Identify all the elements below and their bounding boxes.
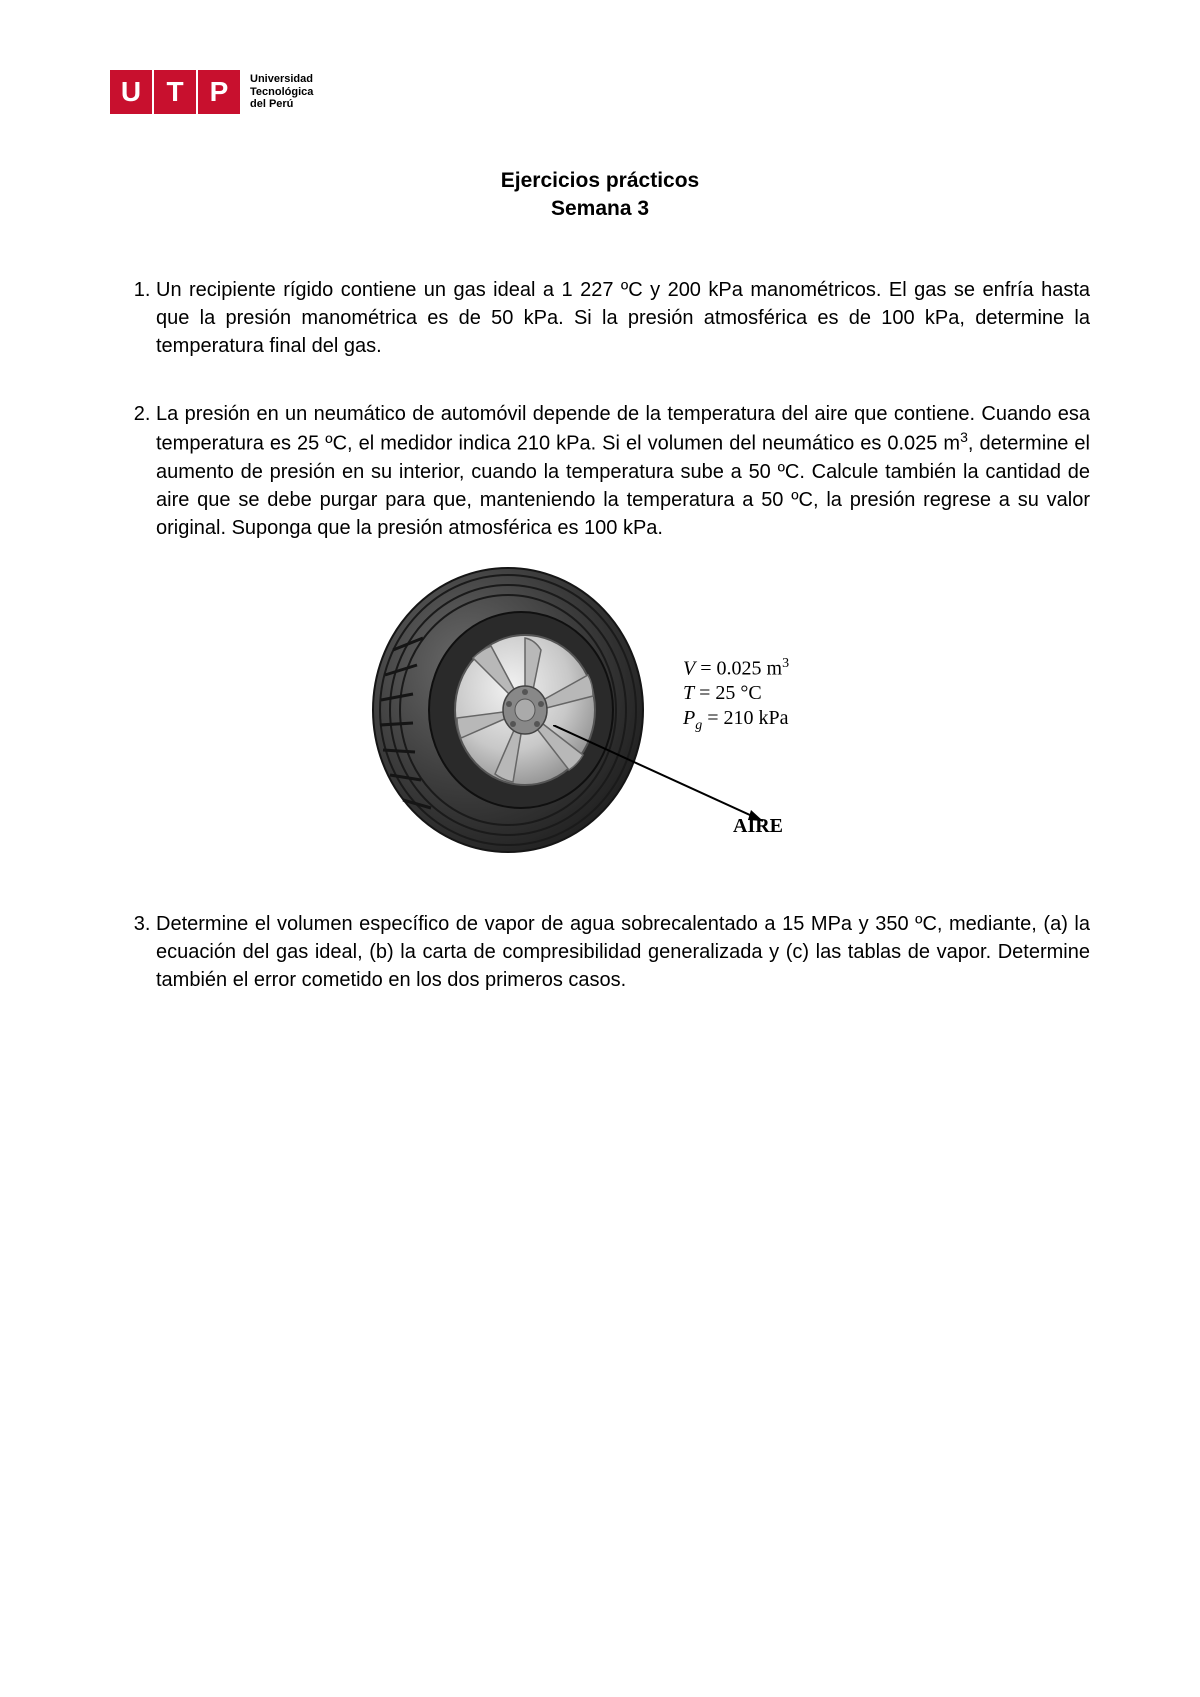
figure-label-T: T = 25 °C [683,681,789,706]
logo-tagline-l3: del Perú [250,98,313,111]
figure-labels: V = 0.025 m3 T = 25 °C Pg = 210 kPa [683,655,789,735]
logo-tagline-l2: Tecnológica [250,86,313,99]
logo-tagline-l1: Universidad [250,73,313,86]
page-title: Ejercicios prácticos [110,169,1090,193]
figure-aire-label: AIRE [733,812,783,840]
exercise-1-text: Un recipiente rígido contiene un gas ide… [156,279,1090,357]
logo-letter-u: U [110,70,152,114]
figure-label-V: V = 0.025 m3 [683,655,789,682]
logo-monogram: U T P [110,70,240,114]
exercise-3-text: Determine el volumen específico de vapor… [156,913,1090,991]
logo-tagline: Universidad Tecnológica del Perú [250,73,313,111]
logo-letter-t: T [154,70,196,114]
exercise-list: Un recipiente rígido contiene un gas ide… [110,276,1090,994]
tire-figure-wrap: V = 0.025 m3 T = 25 °C Pg = 210 kPa AIRE [156,560,1090,870]
tire-figure: V = 0.025 m3 T = 25 °C Pg = 210 kPa AIRE [363,560,883,870]
logo-block: U T P Universidad Tecnológica del Perú [110,70,1090,114]
exercise-2: La presión en un neumático de automóvil … [156,400,1090,870]
cubed-exponent: 3 [960,429,968,445]
logo-letter-p: P [198,70,240,114]
page-subtitle: Semana 3 [110,197,1090,221]
figure-label-P: Pg = 210 kPa [683,706,789,735]
exercise-1: Un recipiente rígido contiene un gas ide… [156,276,1090,360]
exercise-2-text-a: La presión en un neumático de automóvil … [156,403,1090,455]
exercise-3: Determine el volumen específico de vapor… [156,910,1090,994]
